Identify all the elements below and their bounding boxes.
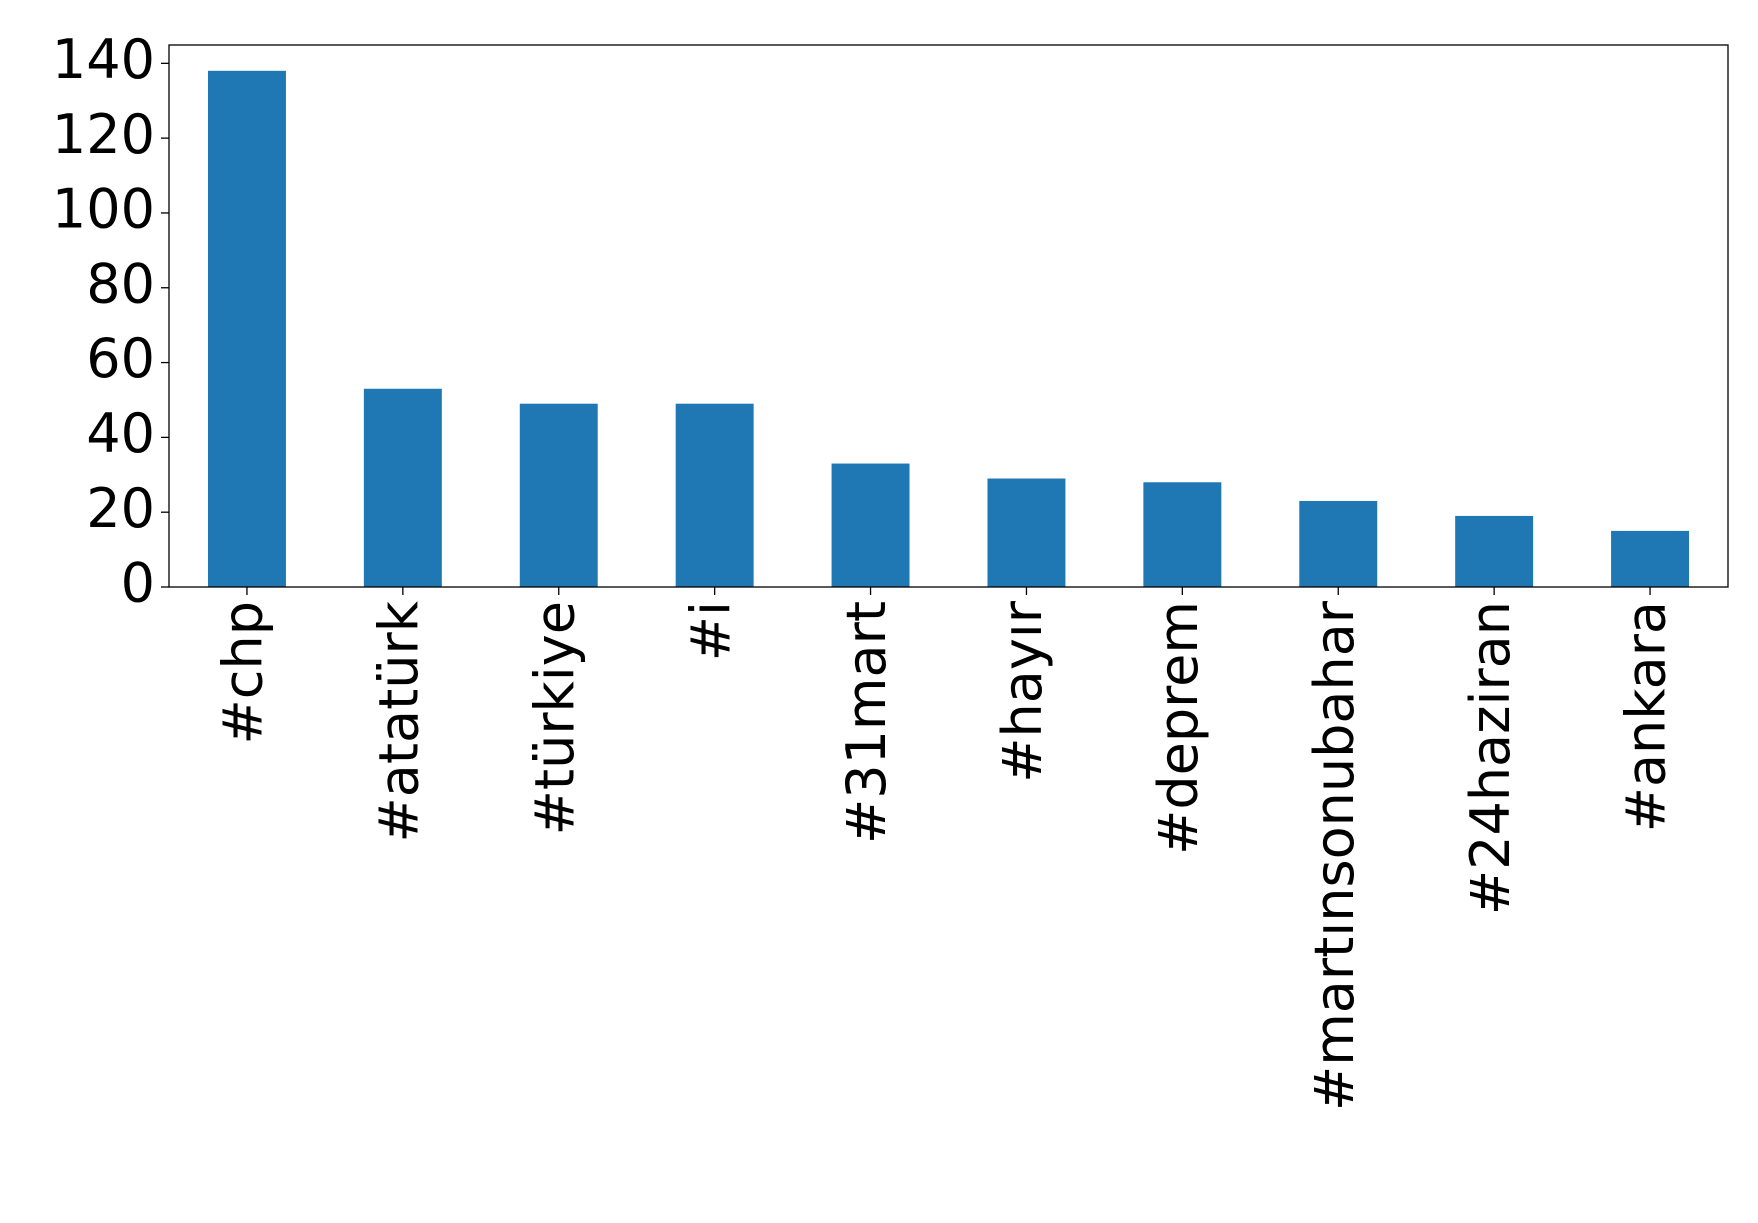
- bar: [1143, 482, 1222, 587]
- bar: [207, 70, 286, 588]
- x-tick-label: #türkiye: [523, 601, 586, 835]
- y-tick-label: 20: [86, 477, 155, 540]
- x-tick-label: #atatürk: [367, 600, 430, 842]
- y-tick-label: 60: [86, 327, 155, 390]
- y-tick-label: 100: [52, 178, 155, 241]
- bar: [519, 403, 598, 587]
- x-tick-label: #ankara: [1615, 601, 1678, 832]
- x-tick-label: #24haziran: [1459, 601, 1522, 915]
- bar: [987, 478, 1066, 587]
- x-tick-label: #31mart: [835, 601, 898, 844]
- x-tick-label: #i: [679, 601, 742, 661]
- bar: [1611, 530, 1690, 587]
- plot-frame: [168, 44, 1729, 588]
- x-tick-label: #deprem: [1147, 601, 1210, 855]
- y-tick-label: 0: [121, 552, 155, 615]
- bar: [675, 403, 754, 587]
- y-tick-label: 80: [86, 252, 155, 315]
- x-tick-label: #hayır: [991, 600, 1054, 783]
- x-tick-label: #martınsonubahar: [1303, 600, 1366, 1111]
- y-tick-label: 40: [86, 402, 155, 465]
- bar: [363, 388, 442, 587]
- bar: [1299, 500, 1378, 587]
- bar: [831, 463, 910, 587]
- x-tick-label: #chp: [212, 601, 275, 744]
- y-tick-label: 120: [52, 103, 155, 166]
- bar: [1455, 515, 1534, 587]
- y-tick-label: 140: [52, 28, 155, 91]
